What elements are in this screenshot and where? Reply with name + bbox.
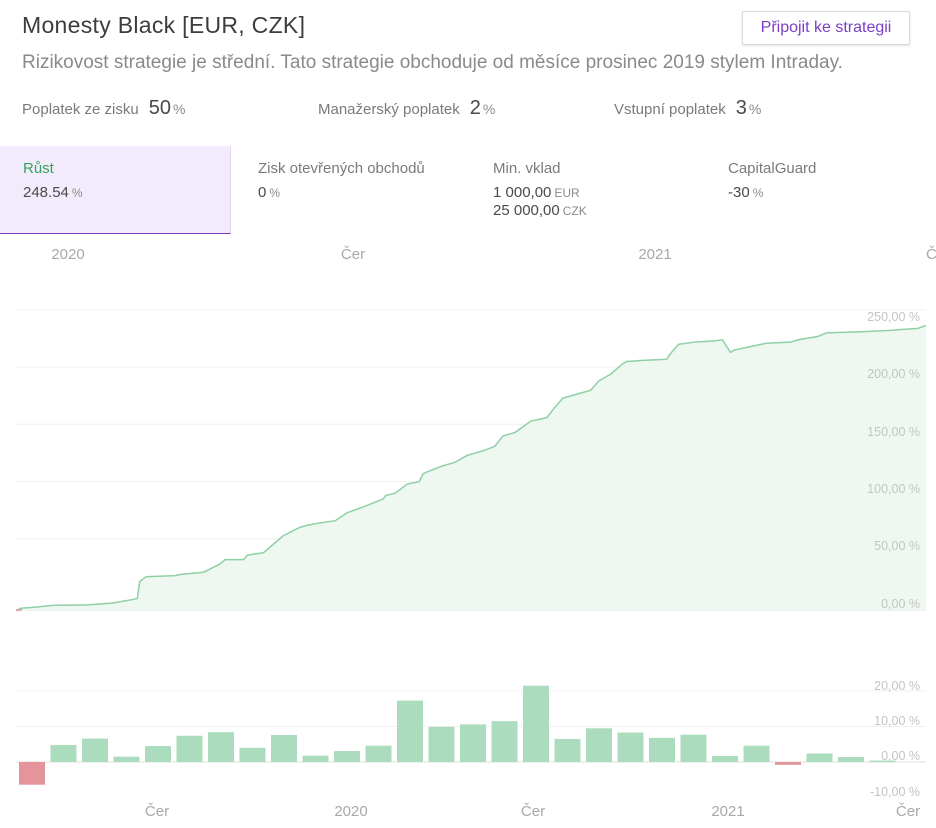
y-tick-label: 100,00 % [867,482,920,496]
monthly-bar [460,724,486,762]
strategy-description: Rizikovost strategie je střední. Tato st… [22,52,843,73]
open-trades-value: 0% [258,184,281,201]
entry-fee-value: 3 [735,97,747,119]
entry-fee-unit: % [748,101,762,117]
y-tick-label: 0,00 % [881,749,920,763]
connect-strategy-button[interactable]: Připojit ke strategii [742,11,910,45]
profit-fee: Poplatek ze zisku 50% [22,97,185,120]
min-deposit: Min. vklad 1 000,00 EUR 25 000,00 CZK [466,146,701,233]
x-tick-label: 2020 [334,803,367,820]
capital-guard-value: -30% [728,184,764,201]
growth-line [15,324,927,612]
entry-fee-label: Vstupní poplatek [614,101,726,118]
growth-chart[interactable]: 250,00 % 200,00 % 150,00 % 100,00 % 50,00 % 0… [0,233,936,628]
monthly-bar [680,734,707,762]
x-tick-label: Čer [145,803,169,820]
monthly-bar [145,746,171,762]
tab-growth[interactable]: Růst 248.54% [0,146,231,234]
tab-open-trades-profit[interactable]: Zisk otevřených obchodů 0% [231,146,466,233]
x-tick-label: Čer [896,803,920,820]
monthly-bar [869,760,896,763]
monthly-bar [50,744,77,762]
capital-guard-label: CapitalGuard [728,160,817,177]
y-tick-label: 200,00 % [867,367,920,381]
monthly-bar [19,762,45,785]
monthly-bar [586,728,612,762]
strategy-title: Monesty Black [EUR, CZK] [22,12,306,38]
monthly-bar [806,753,833,762]
min-deposit-label: Min. vklad [493,160,561,177]
profit-fee-label: Poplatek ze zisku [22,101,139,118]
y-tick-label: 20,00 % [874,679,920,693]
monthly-bar [491,721,518,762]
profit-fee-unit: % [172,101,186,117]
management-fee-value: 2 [469,97,481,119]
y-tick-label: 250,00 % [867,310,920,324]
min-deposit-eur: 1 000,00 EUR [493,184,580,201]
x-tick-label: 2021 [711,803,744,820]
x-tick-label: 2020 [51,246,84,263]
monthly-bar [239,747,266,762]
monthly-bar [743,745,770,762]
x-tick-label: Č [926,246,936,263]
monthly-bar [271,735,297,762]
monthly-bar [208,732,234,762]
capital-guard: CapitalGuard -30% [701,146,936,233]
y-tick-label: -10,00 % [870,785,920,799]
management-fee-unit: % [482,101,496,117]
monthly-bar [365,745,392,762]
entry-fee: Vstupní poplatek 3% [614,97,761,120]
monthly-bar [712,755,738,762]
monthly-bar [302,755,329,762]
monthly-bar [397,700,423,762]
monthly-bar [554,738,581,762]
monthly-bar [775,762,801,765]
x-tick-label: Čer [521,803,545,820]
monthly-bar [82,738,108,762]
monthly-bar [838,757,864,762]
profit-fee-value: 50 [148,97,171,119]
monthly-bar [113,756,140,762]
y-tick-label: 50,00 % [874,539,920,553]
x-tick-label: Čer [341,246,365,263]
min-deposit-czk: 25 000,00 CZK [493,202,587,219]
monthly-bar [176,735,203,762]
management-fee: Manažerský poplatek 2% [318,97,495,120]
growth-value: 248.54% [23,184,83,201]
growth-label: Růst [23,160,54,177]
monthly-bar [649,737,675,762]
management-fee-label: Manažerský poplatek [318,101,460,118]
growth-area [16,325,926,611]
y-tick-label: 150,00 % [867,425,920,439]
monthly-bar [617,732,644,762]
y-tick-label: 10,00 % [874,714,920,728]
monthly-bar [523,685,549,762]
monthly-bar [334,750,360,762]
open-trades-label: Zisk otevřených obchodů [258,160,425,177]
y-tick-label: 0,00 % [881,597,920,611]
x-tick-label: 2021 [638,246,671,263]
monthly-bar [428,726,455,762]
monthly-returns-chart[interactable]: 20,00 % 10,00 % 0,00 % -10,00 % Čer 2020 Čer 20… [0,628,936,828]
